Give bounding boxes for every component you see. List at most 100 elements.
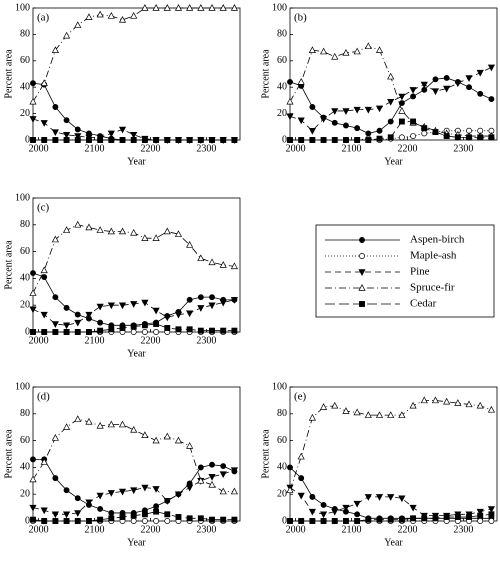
data-point — [153, 503, 160, 510]
x-tick-label: 2200 — [397, 143, 417, 154]
data-point — [219, 487, 227, 495]
data-point — [209, 294, 215, 301]
data-point — [443, 133, 450, 139]
data-point — [208, 480, 216, 488]
data-point — [398, 118, 405, 125]
data-point — [52, 137, 59, 143]
data-point — [331, 108, 339, 115]
y-tick-label: 0 — [25, 515, 30, 526]
data-point — [454, 80, 462, 88]
data-point — [186, 137, 193, 143]
data-point — [107, 420, 115, 428]
y-tick-label: 80 — [277, 29, 287, 40]
data-point — [175, 514, 182, 520]
data-point — [163, 314, 171, 322]
data-point — [319, 511, 328, 519]
data-point — [107, 130, 115, 138]
data-point — [286, 97, 294, 105]
data-point — [74, 319, 82, 327]
data-point — [364, 494, 372, 501]
data-point — [163, 227, 171, 235]
x-axis-label: Year — [127, 156, 146, 167]
data-point — [52, 104, 59, 110]
data-point — [208, 302, 216, 310]
data-point — [398, 93, 406, 101]
data-point — [353, 500, 361, 508]
data-point — [130, 228, 138, 236]
plot-frame — [289, 7, 498, 141]
data-point — [174, 230, 183, 237]
x-tick-label: 2300 — [196, 335, 216, 346]
data-point — [51, 433, 59, 441]
data-point — [331, 119, 338, 126]
y-tick-label: 100 — [272, 2, 287, 13]
data-point — [85, 137, 92, 143]
data-point — [487, 405, 495, 413]
data-point — [30, 516, 36, 523]
data-point — [175, 137, 182, 143]
data-point — [432, 515, 439, 522]
panel-label: (d) — [37, 391, 50, 403]
y-tick-label: 40 — [277, 81, 287, 92]
data-point — [130, 301, 138, 308]
data-point — [74, 329, 81, 335]
data-point — [488, 518, 495, 524]
data-point — [476, 69, 484, 77]
data-point — [163, 4, 171, 11]
data-point — [365, 516, 372, 523]
data-point — [476, 508, 484, 516]
data-point — [466, 514, 472, 520]
y-tick-label: 60 — [20, 246, 30, 257]
data-point — [488, 511, 495, 518]
data-point — [431, 88, 440, 96]
data-point — [209, 137, 215, 143]
x-tick-label: 2200 — [140, 524, 160, 535]
data-point — [398, 134, 405, 141]
x-tick-label: 2200 — [140, 143, 160, 154]
data-point — [209, 516, 215, 523]
y-tick-label: 100 — [15, 381, 30, 392]
data-point — [107, 302, 115, 310]
data-point — [62, 423, 71, 430]
data-point — [432, 129, 439, 136]
data-point — [141, 329, 148, 335]
data-point — [74, 510, 82, 517]
data-point — [85, 518, 92, 524]
data-point — [308, 46, 316, 53]
data-point — [197, 515, 204, 522]
data-point — [130, 323, 137, 330]
y-tick-label: 20 — [20, 108, 30, 119]
data-point — [476, 401, 484, 409]
legend-label: Cedar — [410, 298, 437, 310]
x-tick-label: 2000 — [286, 143, 306, 154]
x-tick-label: 2000 — [29, 335, 49, 346]
data-point — [85, 13, 93, 20]
data-point — [309, 104, 316, 110]
x-axis-label: Year — [127, 348, 146, 359]
data-point — [29, 97, 37, 105]
data-point — [40, 120, 48, 127]
data-point — [319, 47, 328, 55]
y-tick-label: 40 — [20, 273, 30, 284]
data-point — [29, 504, 37, 512]
data-point — [52, 518, 59, 524]
data-point — [130, 425, 138, 433]
data-point — [186, 326, 193, 333]
data-point — [52, 329, 59, 335]
data-point — [153, 329, 160, 335]
data-point — [153, 508, 160, 515]
x-tick-label: 2300 — [196, 143, 216, 154]
data-point — [40, 266, 48, 274]
y-tick-label: 100 — [15, 2, 30, 13]
data-point — [164, 137, 171, 143]
data-point — [130, 487, 138, 495]
data-point — [298, 518, 305, 524]
data-point — [40, 458, 48, 465]
data-point — [443, 514, 450, 520]
data-point — [342, 518, 349, 524]
data-point — [63, 137, 70, 143]
data-point — [375, 411, 384, 418]
data-point — [197, 327, 204, 334]
data-point — [107, 11, 115, 19]
data-point — [209, 327, 215, 334]
